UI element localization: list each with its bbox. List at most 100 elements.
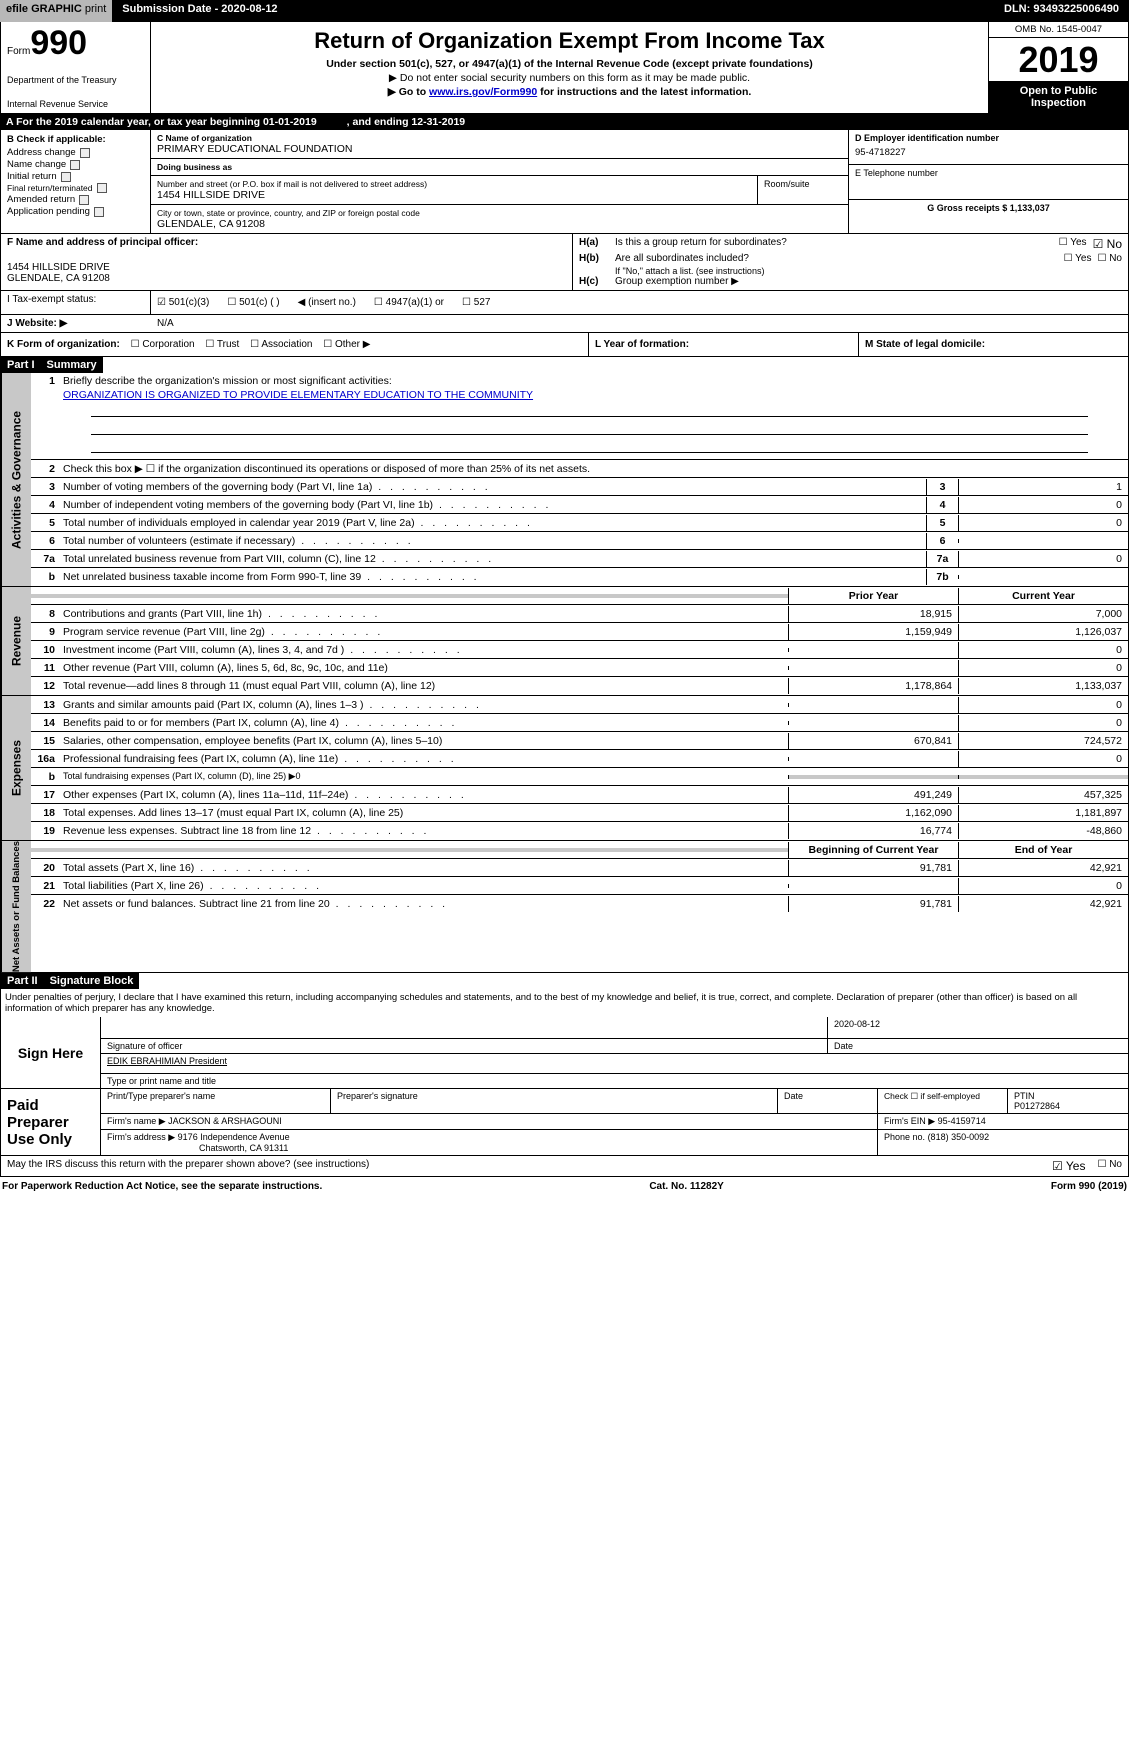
check-address-change[interactable]: Address change <box>7 147 144 158</box>
row-i: I Tax-exempt status: ☑ 501(c)(3) ☐ 501(c… <box>0 290 1129 314</box>
tax-exempt-opts: ☑ 501(c)(3) ☐ 501(c) ( ) ◀ (insert no.) … <box>151 291 1128 314</box>
line8: Contributions and grants (Part VIII, lin… <box>59 606 788 622</box>
form-title: Return of Organization Exempt From Incom… <box>161 28 978 54</box>
k-trust[interactable]: ☐ Trust <box>205 339 239 350</box>
ein-label: D Employer identification number <box>855 133 1122 143</box>
line19: Revenue less expenses. Subtract line 18 … <box>59 823 788 839</box>
year-formation: L Year of formation: <box>588 333 858 356</box>
opt-527[interactable]: ☐ 527 <box>462 297 490 308</box>
blank-line-3 <box>91 439 1088 453</box>
v4: 0 <box>958 497 1128 513</box>
check-amended[interactable]: Amended return <box>7 194 144 205</box>
perjury-statement: Under penalties of perjury, I declare th… <box>0 989 1129 1017</box>
c20: 42,921 <box>958 860 1128 876</box>
p14 <box>788 721 958 725</box>
firm-name-cell: Firm's name ▶ JACKSON & ARSHAGOUNI <box>101 1114 878 1129</box>
row-j: J Website: ▶ N/A <box>0 314 1129 333</box>
info-grid: B Check if applicable: Address change Na… <box>0 130 1129 233</box>
p12: 1,178,864 <box>788 678 958 694</box>
ha-no-checked[interactable]: ☑ No <box>1093 237 1122 251</box>
section-a-strip: A For the 2019 calendar year, or tax yea… <box>0 114 1129 130</box>
hb-yes[interactable]: ☐ Yes <box>1064 253 1092 264</box>
self-employed-check[interactable]: Check ☐ if self-employed <box>878 1089 1008 1113</box>
line16b: Total fundraising expenses (Part IX, col… <box>59 769 788 784</box>
line20: Total assets (Part X, line 16) <box>59 860 788 876</box>
hb-no[interactable]: ☐ No <box>1097 253 1122 264</box>
topbar: efile GRAPHIC print Submission Date - 20… <box>0 0 1129 22</box>
officer-name: EDIK EBRAHIMIAN President <box>101 1054 1128 1073</box>
line22: Net assets or fund balances. Subtract li… <box>59 896 788 912</box>
dept-treasury: Department of the Treasury <box>7 75 144 85</box>
line7b: Net unrelated business taxable income fr… <box>59 569 926 585</box>
line10: Investment income (Part VIII, column (A)… <box>59 642 788 658</box>
ha-label: H(a) <box>579 237 615 251</box>
prior-year-head: Prior Year <box>788 588 958 604</box>
c16b-grey <box>958 775 1128 779</box>
summary-netassets: Net Assets or Fund Balances Beginning of… <box>0 841 1129 973</box>
check-initial-return[interactable]: Initial return <box>7 171 144 182</box>
p13 <box>788 703 958 707</box>
principal-officer: F Name and address of principal officer:… <box>1 234 573 290</box>
h-questions: H(a) Is this a group return for subordin… <box>573 234 1128 290</box>
sig-date-label: Date <box>828 1039 1128 1053</box>
print-link[interactable]: print <box>85 3 106 15</box>
line14: Benefits paid to or for members (Part IX… <box>59 715 788 731</box>
subtitle-2: ▶ Do not enter social security numbers o… <box>161 72 978 84</box>
k-other[interactable]: ☐ Other ▶ <box>323 339 370 350</box>
blank-line-2 <box>91 421 1088 435</box>
v7a: 0 <box>958 551 1128 567</box>
gross-receipts-cell: G Gross receipts $ 1,133,037 <box>849 200 1128 234</box>
dba-label: Doing business as <box>157 162 842 172</box>
row-f-h: F Name and address of principal officer:… <box>0 233 1129 290</box>
sub3-post: for instructions and the latest informat… <box>537 86 751 98</box>
vtab-revenue: Revenue <box>1 587 31 695</box>
officer-addr1: 1454 HILLSIDE DRIVE <box>7 262 566 273</box>
discuss-no[interactable]: ☐ No <box>1097 1159 1122 1173</box>
header-right: OMB No. 1545-0047 2019 Open to Public In… <box>988 22 1128 113</box>
check-app-pending[interactable]: Application pending <box>7 206 144 217</box>
mission-text[interactable]: ORGANIZATION IS ORGANIZED TO PROVIDE ELE… <box>63 389 533 401</box>
vtab-governance: Activities & Governance <box>1 373 31 586</box>
opt-501c3[interactable]: ☑ 501(c)(3) <box>157 297 209 308</box>
header-left: Form990 Department of the Treasury Inter… <box>1 22 151 113</box>
v3: 1 <box>958 479 1128 495</box>
sig-officer-label: Signature of officer <box>101 1039 828 1053</box>
opt-501c[interactable]: ☐ 501(c) ( ) <box>227 297 279 308</box>
discuss-yes-checked[interactable]: ☑ Yes <box>1052 1159 1085 1173</box>
hb-text: Are all subordinates included? <box>615 253 1064 264</box>
col-b-title: B Check if applicable: <box>7 134 144 145</box>
k-corp[interactable]: ☐ Corporation <box>131 339 195 350</box>
row-klm: K Form of organization: ☐ Corporation ☐ … <box>0 333 1129 357</box>
c9: 1,126,037 <box>958 624 1128 640</box>
form-of-org: K Form of organization: ☐ Corporation ☐ … <box>1 333 588 356</box>
ptin-cell: PTINP01272864 <box>1008 1089 1128 1113</box>
line4: Number of independent voting members of … <box>59 497 926 513</box>
k-assoc[interactable]: ☐ Association <box>250 339 312 350</box>
part1-header: Part I Summary <box>1 357 103 373</box>
cal-year-end: , and ending 12-31-2019 <box>347 116 465 128</box>
p8: 18,915 <box>788 606 958 622</box>
website-value: N/A <box>151 315 1128 332</box>
irs-link[interactable]: www.irs.gov/Form990 <box>429 86 537 98</box>
page-footer: For Paperwork Reduction Act Notice, see … <box>0 1177 1129 1196</box>
part2-header: Part II Signature Block <box>1 973 139 989</box>
c10: 0 <box>958 642 1128 658</box>
dept-irs: Internal Revenue Service <box>7 99 144 109</box>
part1-num: Part I <box>7 359 35 371</box>
c19: -48,860 <box>958 823 1128 839</box>
gross-receipts-value: G Gross receipts $ 1,133,037 <box>855 203 1122 213</box>
col-c-org-info: C Name of organization PRIMARY EDUCATION… <box>151 130 848 233</box>
p17: 491,249 <box>788 787 958 803</box>
ein-cell: D Employer identification number 95-4718… <box>849 130 1128 165</box>
cat-no: Cat. No. 11282Y <box>649 1181 723 1192</box>
summary-revenue: Revenue Prior YearCurrent Year 8Contribu… <box>0 587 1129 696</box>
dba-cell: Doing business as <box>151 159 848 176</box>
check-final-return[interactable]: Final return/terminated <box>7 183 144 193</box>
p19: 16,774 <box>788 823 958 839</box>
opt-4947[interactable]: ☐ 4947(a)(1) or <box>374 297 444 308</box>
officer-label: F Name and address of principal officer: <box>7 237 566 248</box>
city-value: GLENDALE, CA 91208 <box>157 218 842 230</box>
k-label: K Form of organization: <box>7 339 120 350</box>
ha-yes[interactable]: ☐ Yes <box>1059 237 1087 251</box>
check-name-change[interactable]: Name change <box>7 159 144 170</box>
